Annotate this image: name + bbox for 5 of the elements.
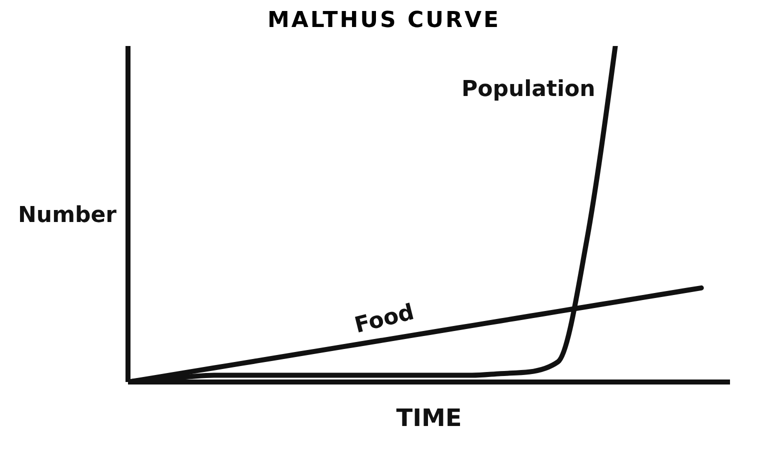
x-axis-title: TIME [396,404,462,432]
series-label: Population [461,77,596,102]
y-axis-title: Number [18,202,117,228]
text: Food [352,300,417,339]
chart-title: MALTHUS CURVE [266,8,502,35]
